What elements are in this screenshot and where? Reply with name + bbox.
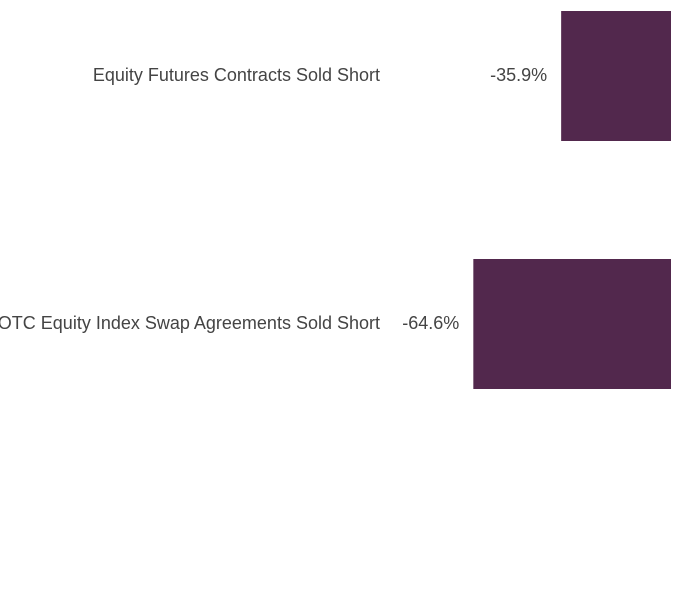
value-label: -64.6%: [402, 313, 459, 333]
value-label: -35.9%: [490, 65, 547, 85]
category-label: OTC Equity Index Swap Agreements Sold Sh…: [0, 313, 380, 333]
category-label: Equity Futures Contracts Sold Short: [93, 65, 380, 85]
bar: [473, 259, 671, 389]
bar: [561, 11, 671, 141]
